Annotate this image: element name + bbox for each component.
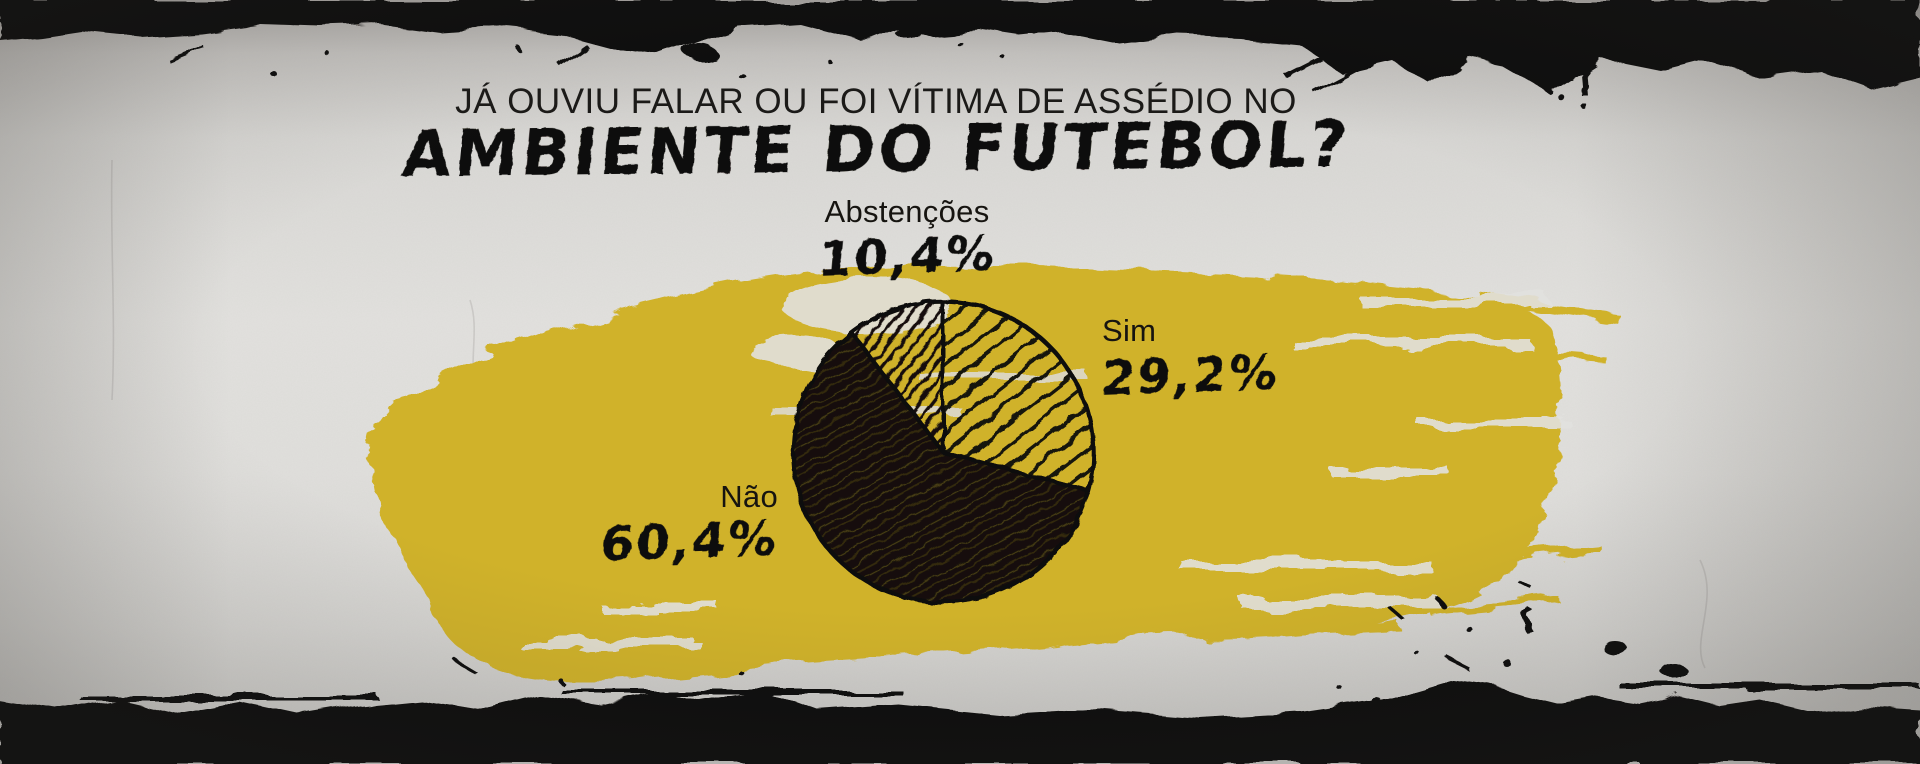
abstencoes-value: 10,4%: [815, 225, 999, 288]
bottom-ink-band: [0, 581, 1920, 764]
sim-value: 29,2%: [1099, 344, 1282, 407]
title-main-line: AMBIENTE DO FUTEBOL?: [398, 108, 1354, 192]
pie-chart: [790, 299, 1096, 605]
callout-nao: Não 60,4%: [556, 479, 781, 573]
callout-abstencoes: Abstenções 10,4%: [787, 194, 1027, 288]
top-ink-splatter: [169, 11, 1670, 113]
pie-outline: [790, 299, 1096, 605]
abstencoes-label: Abstenções: [824, 194, 990, 229]
bottom-ink-splatter: [80, 581, 1920, 704]
title-question-line: JÁ OUVIU FALAR OU FOI VÍTIMA DE ASSÉDIO …: [455, 82, 1297, 121]
nao-label: Não: [720, 479, 778, 514]
callout-sim: Sim 29,2%: [1099, 313, 1282, 407]
nao-value: 60,4%: [598, 510, 781, 573]
sim-label: Sim: [1102, 313, 1157, 348]
top-ink-band: [0, 0, 1920, 113]
